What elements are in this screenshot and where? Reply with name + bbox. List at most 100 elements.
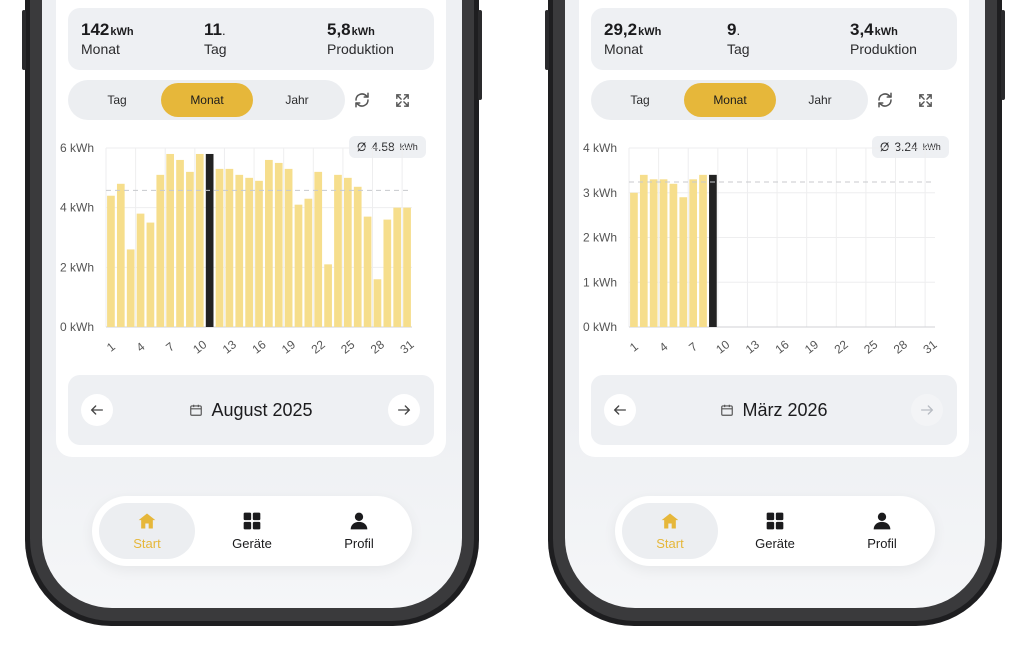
day-suffix: .	[736, 23, 741, 38]
power-button	[1001, 10, 1005, 100]
y-tick-label: 4 kWh	[60, 201, 94, 215]
stat-month: 142kWh Monat	[81, 20, 134, 57]
chart-bar-day-1	[107, 195, 115, 327]
x-tick-label: 13	[743, 337, 762, 356]
chart-bar-day-14	[235, 174, 244, 327]
day-value: 9	[727, 20, 737, 39]
segment-tag[interactable]: Tag	[107, 93, 127, 107]
phone-frame-2: 29,2kWh Monat 9. Tag 3,4kWh Produktion T…	[545, 0, 1005, 626]
tab-profil[interactable]: Profil	[311, 503, 407, 559]
tab-start[interactable]: Start	[622, 503, 718, 559]
x-tick-label: 1	[627, 339, 641, 354]
month-value: 142	[81, 20, 110, 39]
day-label: Tag	[204, 41, 227, 57]
x-tick-label: 25	[861, 337, 880, 356]
previous-period-button[interactable]	[81, 394, 113, 426]
chart-bar-day-9	[709, 174, 717, 327]
tab-start[interactable]: Start	[99, 503, 195, 559]
chart-bar-day-7	[166, 153, 175, 327]
y-tick-label: 4 kWh	[583, 141, 617, 155]
month-value: 29,2	[604, 20, 638, 39]
stat-production: 3,4kWh Produktion	[850, 20, 917, 57]
chart-bar-day-15	[245, 177, 253, 327]
chart-bar-day-20	[294, 204, 303, 327]
energy-card: 29,2kWh Monat 9. Tag 3,4kWh Produktion T…	[579, 0, 969, 457]
average-value: 4.58	[371, 140, 395, 154]
month-unit: kWh	[110, 26, 134, 38]
average-badge: Ø 3.24 kWh	[872, 136, 949, 158]
chart-bar-day-30	[393, 207, 402, 327]
chart-bar-day-13	[225, 168, 234, 327]
tab-label: Profil	[344, 536, 374, 551]
period-label: August 2025	[211, 399, 313, 420]
phone-frame-1: 142kWh Monat 11. Tag 5,8kWh Produktion T…	[22, 0, 482, 626]
production-unit: kWh	[874, 26, 898, 38]
y-tick-label: 3 kWh	[583, 186, 617, 200]
segment-monat[interactable]: Monat	[161, 83, 253, 117]
y-tick-label: 6 kWh	[60, 141, 94, 155]
production-label: Produktion	[327, 41, 394, 57]
stat-day: 9. Tag	[727, 20, 750, 57]
x-tick-label: 16	[249, 337, 268, 356]
refresh-button[interactable]	[348, 86, 376, 114]
chart-bar-day-6	[156, 174, 165, 327]
month-unit: kWh	[638, 26, 662, 38]
chart-bar-day-7	[689, 179, 698, 327]
tab-label: Start	[656, 536, 684, 551]
day-suffix: .	[221, 23, 226, 38]
segment-tag[interactable]: Tag	[630, 93, 650, 107]
next-period-button[interactable]	[911, 394, 943, 426]
chart-bar-day-4	[659, 179, 668, 327]
production-unit: kWh	[351, 26, 375, 38]
energy-card: 142kWh Monat 11. Tag 5,8kWh Produktion T…	[56, 0, 446, 457]
fullscreen-button[interactable]	[388, 86, 416, 114]
x-tick-label: 31	[920, 337, 939, 356]
tab-profil[interactable]: Profil	[834, 503, 930, 559]
average-prefix: Ø	[880, 140, 890, 154]
x-tick-label: 31	[397, 337, 416, 356]
x-tick-label: 10	[190, 337, 209, 356]
fullscreen-button[interactable]	[911, 86, 939, 114]
calendar-icon	[721, 404, 734, 416]
chart-bar-day-24	[334, 174, 342, 327]
arrow-right-icon	[398, 405, 411, 415]
x-tick-label: 16	[772, 337, 791, 356]
y-tick-label: 1 kWh	[583, 275, 617, 289]
segment-monat[interactable]: Monat	[684, 83, 776, 117]
chart-bar-day-29	[383, 219, 392, 327]
tab-geraete[interactable]: Geräte	[727, 503, 823, 559]
calendar-icon	[190, 404, 203, 416]
x-tick-label: 13	[220, 337, 239, 356]
period-segmented-control: Tag Monat Jahr	[591, 80, 868, 120]
production-label: Produktion	[850, 41, 917, 57]
arrow-right-icon	[921, 405, 934, 415]
volume-button	[545, 10, 549, 70]
x-tick-label: 19	[802, 337, 821, 356]
chart-bar-day-18	[274, 162, 283, 327]
grid-icon	[766, 512, 784, 530]
chart-bar-day-12	[215, 168, 224, 327]
x-tick-label: 4	[134, 339, 148, 354]
segment-jahr[interactable]: Jahr	[285, 93, 309, 107]
average-badge: Ø 4.58 kWh	[349, 136, 426, 158]
previous-period-button[interactable]	[604, 394, 636, 426]
chart-bar-day-19	[284, 168, 293, 327]
summary-stats: 142kWh Monat 11. Tag 5,8kWh Produktion	[68, 8, 434, 70]
period-navigator: August 2025	[68, 375, 434, 445]
arrow-left-icon	[90, 405, 103, 415]
expand-icon	[395, 93, 409, 107]
chart-bar-day-1	[630, 192, 638, 327]
next-period-button[interactable]	[388, 394, 420, 426]
arrow-left-icon	[613, 405, 626, 415]
tab-label: Geräte	[755, 536, 795, 551]
x-tick-label: 22	[309, 337, 328, 356]
x-tick-label: 10	[713, 337, 732, 356]
refresh-button[interactable]	[871, 86, 899, 114]
chart-bar-day-5	[146, 222, 155, 327]
power-button	[478, 10, 482, 100]
segment-jahr[interactable]: Jahr	[808, 93, 832, 107]
tab-geraete[interactable]: Geräte	[204, 503, 300, 559]
day-value: 11	[204, 20, 222, 39]
chart-bar-day-8	[699, 174, 707, 327]
chart-bar-day-8	[176, 159, 184, 327]
